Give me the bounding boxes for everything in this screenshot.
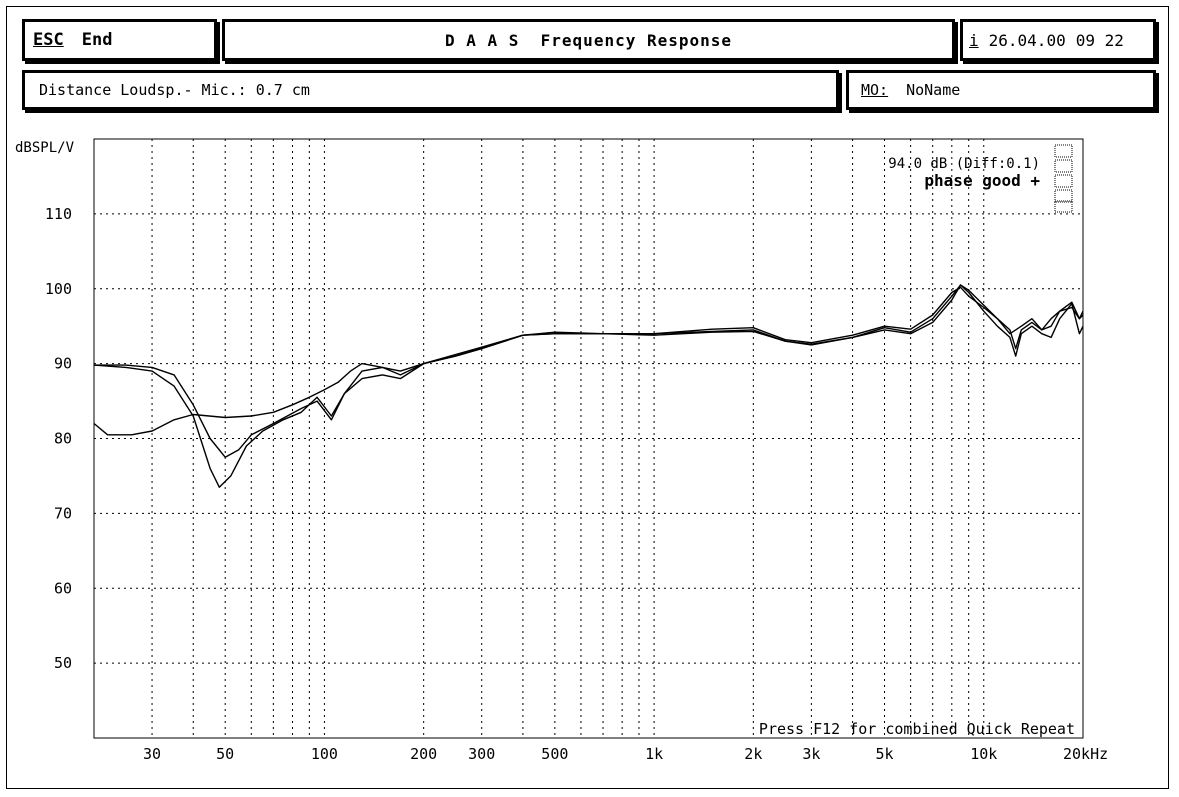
app-frame [6, 6, 1169, 789]
mo-value: NoName [906, 81, 961, 99]
date-text: 26.04.00 [988, 30, 1066, 50]
title-bar: D A A S Frequency Response [222, 19, 955, 61]
distance-field: Distance Loudsp.- Mic.: 0.7 cm [22, 70, 839, 110]
esc-end-button[interactable]: ESC End [22, 19, 217, 61]
info-button[interactable]: i 26.04.00 09 22 [960, 19, 1156, 61]
distance-text: Distance Loudsp.- Mic.: 0.7 cm [39, 81, 310, 99]
mo-key-label: MO: [861, 81, 889, 99]
end-label: End [81, 30, 113, 50]
mo-field[interactable]: MO: NoName [846, 70, 1156, 110]
info-key-label: i [969, 30, 979, 50]
esc-key-label: ESC [33, 30, 64, 50]
time-text: 09 22 [1075, 30, 1124, 50]
page-title: D A A S Frequency Response [444, 30, 733, 50]
